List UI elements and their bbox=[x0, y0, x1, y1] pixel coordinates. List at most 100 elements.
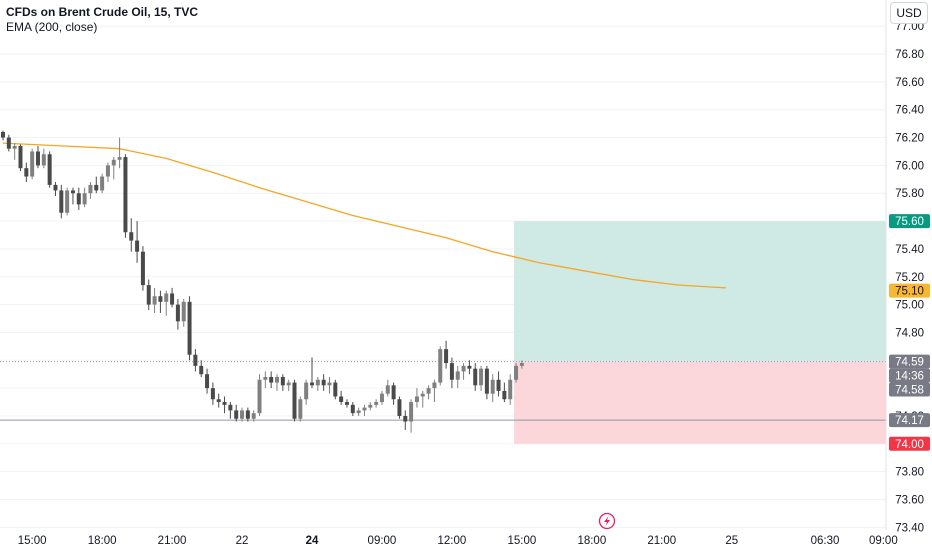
y-tick-label: 75.00 bbox=[895, 300, 924, 312]
candle-body bbox=[438, 349, 443, 383]
x-tick-label: 22 bbox=[236, 535, 249, 547]
y-tick-label: 76.60 bbox=[895, 77, 924, 89]
candle-body bbox=[321, 379, 326, 386]
price-tag-label: 14:36 bbox=[895, 371, 924, 383]
candle-body bbox=[362, 407, 367, 411]
candle-body bbox=[309, 382, 314, 386]
candle-body bbox=[205, 374, 210, 389]
currency-button[interactable]: USD bbox=[890, 2, 928, 24]
candle-body bbox=[234, 410, 239, 419]
candle-body bbox=[292, 382, 297, 419]
candle-body bbox=[502, 390, 507, 400]
lightning-icon[interactable] bbox=[598, 512, 616, 530]
candle-body bbox=[275, 376, 280, 383]
chart-legend: CFDs on Brent Crude Oil, 15, TVC EMA (20… bbox=[6, 5, 198, 35]
candle-body bbox=[269, 376, 274, 383]
candle-body bbox=[105, 165, 110, 177]
x-tick-label: 25 bbox=[725, 535, 738, 547]
candle-body bbox=[111, 159, 116, 166]
candle-body bbox=[379, 393, 384, 403]
candle-body bbox=[496, 379, 501, 391]
candle-body bbox=[1, 131, 5, 138]
candle-body bbox=[508, 379, 513, 400]
price-tag bbox=[889, 382, 930, 397]
candle-body bbox=[170, 293, 175, 305]
y-tick-label: 73.60 bbox=[895, 494, 924, 506]
candle-body bbox=[403, 415, 408, 422]
candle-body bbox=[385, 385, 390, 394]
candle-body bbox=[449, 363, 454, 380]
indicator-label: EMA (200, close) bbox=[6, 20, 98, 34]
candle-body bbox=[181, 301, 186, 322]
price-tag bbox=[889, 283, 930, 298]
price-tag-label: 74.00 bbox=[895, 439, 924, 451]
candle-body bbox=[199, 365, 204, 375]
candle-body bbox=[315, 379, 320, 386]
candle-body bbox=[286, 382, 291, 386]
candle-body bbox=[117, 157, 122, 160]
candle-body bbox=[35, 151, 40, 166]
y-tick-label: 76.00 bbox=[895, 160, 924, 172]
candle-body bbox=[298, 399, 303, 419]
candle-body bbox=[164, 293, 169, 302]
y-tick-label: 76.20 bbox=[895, 133, 924, 145]
candle-body bbox=[59, 190, 64, 213]
price-tag bbox=[889, 436, 930, 451]
price-tag bbox=[889, 413, 930, 428]
candle-body bbox=[368, 404, 373, 408]
candle-body bbox=[24, 168, 29, 177]
candle-body bbox=[339, 396, 344, 403]
candle-body bbox=[123, 157, 128, 233]
x-tick-label: 12:00 bbox=[438, 535, 467, 547]
candle-body bbox=[455, 371, 460, 380]
candle-body bbox=[479, 368, 484, 386]
candle-body bbox=[12, 145, 17, 149]
x-tick-label: 18:00 bbox=[88, 535, 117, 547]
candle-body bbox=[414, 396, 419, 403]
x-tick-label: 21:00 bbox=[647, 535, 676, 547]
candle-body bbox=[6, 137, 11, 149]
x-tick-label: 09:00 bbox=[368, 535, 397, 547]
x-tick-label: 06:30 bbox=[811, 535, 840, 547]
candle-body bbox=[350, 404, 355, 414]
candle-body bbox=[397, 399, 402, 416]
candle-body bbox=[228, 404, 233, 411]
chart-title: CFDs on Brent Crude Oil, 15, TVC bbox=[6, 5, 199, 19]
candle-body bbox=[356, 410, 361, 414]
candle-body bbox=[327, 382, 332, 386]
y-tick-label: 76.40 bbox=[895, 105, 924, 117]
candle-body bbox=[94, 184, 99, 191]
candle-body bbox=[461, 365, 466, 372]
y-tick-label: 75.40 bbox=[895, 244, 924, 256]
candle-body bbox=[193, 354, 198, 366]
candle-body bbox=[216, 399, 221, 403]
candle-body bbox=[70, 190, 75, 194]
price-tag-label: 75.10 bbox=[895, 286, 924, 298]
candle-body bbox=[467, 365, 472, 369]
price-tag-label: 74.17 bbox=[895, 415, 924, 427]
candle-body bbox=[519, 363, 524, 366]
x-tick-label: 21:00 bbox=[158, 535, 187, 547]
x-tick-label: 15:00 bbox=[18, 535, 47, 547]
candle-body bbox=[30, 151, 35, 177]
candle-body bbox=[222, 402, 227, 405]
y-tick-label: 74.80 bbox=[895, 327, 924, 339]
price-tag-label: 74.58 bbox=[895, 385, 924, 397]
candle-body bbox=[18, 145, 23, 169]
candle-body bbox=[263, 376, 268, 380]
candle-body bbox=[47, 154, 52, 185]
candle-body bbox=[432, 382, 437, 389]
x-tick-label: 15:00 bbox=[507, 535, 536, 547]
candle-body bbox=[514, 365, 519, 380]
y-tick-label: 73.80 bbox=[895, 467, 924, 479]
candle-body bbox=[374, 402, 379, 405]
candle-body bbox=[304, 382, 309, 400]
candle-body bbox=[245, 410, 250, 419]
candle-body bbox=[280, 376, 285, 386]
price-tag-label: 75.60 bbox=[895, 216, 924, 228]
loss-zone bbox=[514, 361, 886, 444]
candle-body bbox=[146, 285, 151, 305]
candle-body bbox=[129, 232, 134, 241]
candle-body bbox=[187, 301, 192, 355]
